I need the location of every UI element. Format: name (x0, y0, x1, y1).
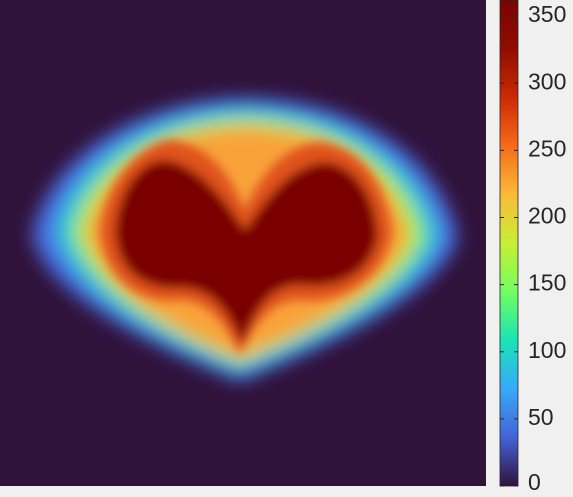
colorbar-fill (499, 0, 519, 487)
colorbar-tick-label: 250 (528, 135, 566, 161)
colorbar-tick-label: 50 (528, 404, 554, 430)
colorbar-tick-label: 350 (528, 1, 566, 27)
colorbar-tick-label: 300 (528, 68, 566, 94)
colorbar-tick-label: 100 (528, 337, 566, 363)
colorbar: 0 50 100 150 200 250 300 350 (499, 0, 566, 495)
heatmap-image (0, 0, 486, 486)
colorbar-tick-label: 150 (528, 270, 566, 296)
colorbar-tick-label: 0 (528, 469, 541, 495)
colorbar-tick-label: 200 (528, 203, 566, 229)
region-max (115, 160, 378, 345)
